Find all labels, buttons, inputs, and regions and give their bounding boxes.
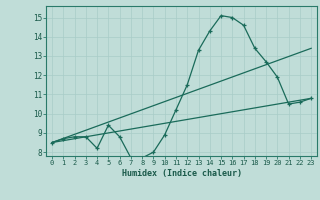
X-axis label: Humidex (Indice chaleur): Humidex (Indice chaleur)	[122, 169, 242, 178]
